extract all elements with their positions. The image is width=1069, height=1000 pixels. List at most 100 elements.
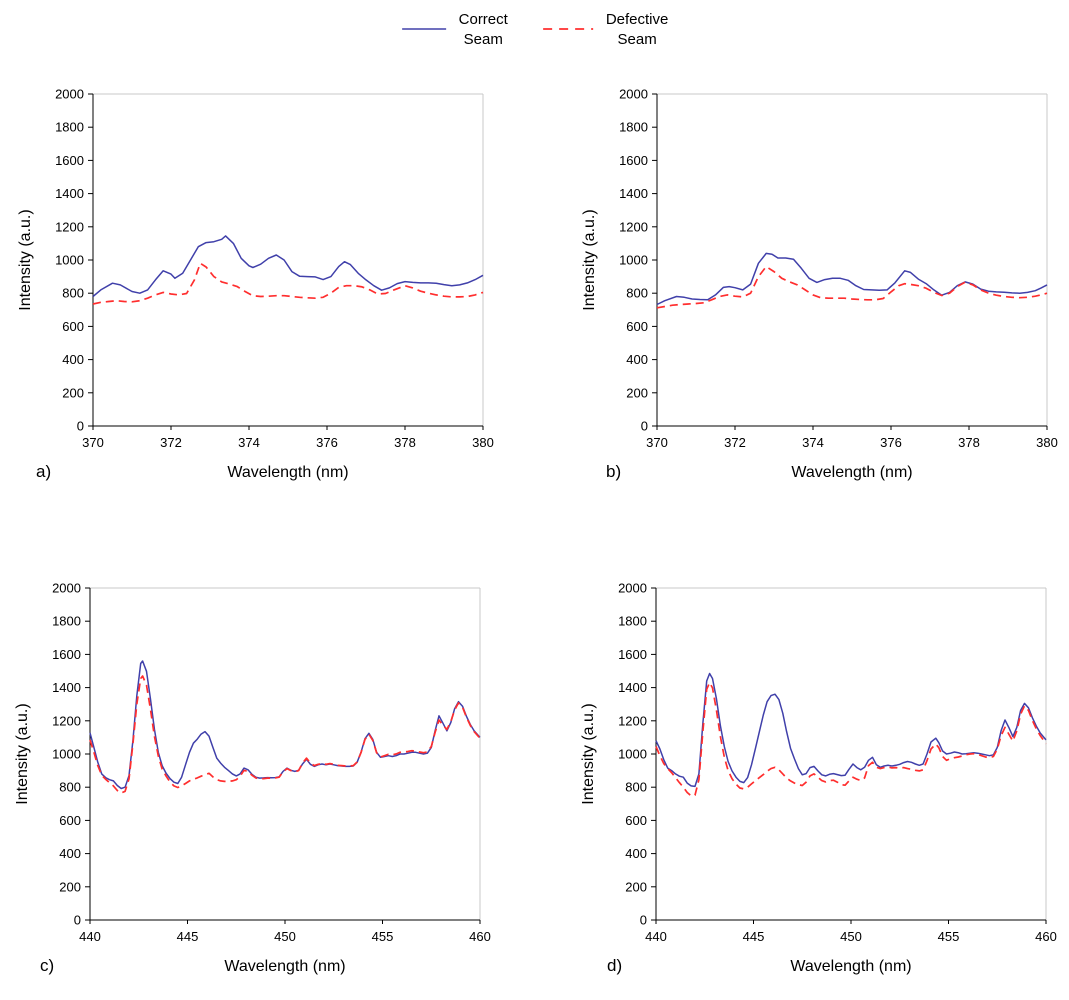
y-tick-label: 1600 xyxy=(619,153,648,168)
x-tick-label: 450 xyxy=(274,929,296,944)
chart-panel-a: 0 200 400 600 800 1000 1200 1400 1600 1800 2000 370… xyxy=(17,87,494,482)
chart-panel-b: 0 200 400 600 800 1000 1200 1400 1600 1800 2000 370… xyxy=(581,87,1058,482)
y-tick-label: 0 xyxy=(77,419,84,434)
x-tick-label: 455 xyxy=(938,929,960,944)
legend-label-defective-seam: Defective Seam xyxy=(606,10,669,50)
legend-label-correct-seam: Correct Seam xyxy=(459,10,508,50)
x-tick-label: 370 xyxy=(646,435,668,450)
y-tick-label: 2000 xyxy=(55,87,84,102)
y-tick-label: 1600 xyxy=(52,647,81,662)
series-line-correct-seam xyxy=(656,252,1048,306)
series-line-defective-seam xyxy=(656,265,1048,309)
y-tick-label: 1800 xyxy=(619,120,648,135)
y-tick-label: 1200 xyxy=(55,219,84,234)
y-tick-label: 1000 xyxy=(55,253,84,268)
y-tick-label: 200 xyxy=(62,385,84,400)
x-tick-label: 372 xyxy=(724,435,746,450)
series-line-correct-seam xyxy=(655,672,1047,788)
y-tick-label: 0 xyxy=(641,419,648,434)
y-tick-label: 400 xyxy=(59,846,81,861)
y-tick-label: 200 xyxy=(625,879,647,894)
y-tick-label: 800 xyxy=(625,780,647,795)
y-tick-label: 200 xyxy=(59,879,81,894)
series-line-defective-seam xyxy=(92,262,484,305)
y-tick-label: 400 xyxy=(625,846,647,861)
y-tick-label: 400 xyxy=(62,352,84,367)
y-tick-label: 1800 xyxy=(52,614,81,629)
series-line-defective-seam xyxy=(89,675,481,794)
x-tick-label: 370 xyxy=(82,435,104,450)
x-axis-title: Wavelength (nm) xyxy=(227,464,348,481)
y-tick-label: 1400 xyxy=(55,186,84,201)
series-line-defective-seam xyxy=(655,681,1047,797)
y-tick-label: 1600 xyxy=(618,647,647,662)
x-axis-title: Wavelength (nm) xyxy=(224,958,345,975)
y-tick-label: 1200 xyxy=(52,713,81,728)
chart-panel-c: 0 200 400 600 800 1000 1200 1400 1600 1800 2000 440… xyxy=(14,581,491,976)
x-tick-label: 376 xyxy=(316,435,338,450)
y-tick-label: 400 xyxy=(626,352,648,367)
y-tick-label: 600 xyxy=(625,813,647,828)
y-axis-title: Intensity (a.u.) xyxy=(14,703,31,804)
y-tick-label: 600 xyxy=(62,319,84,334)
y-tick-label: 2000 xyxy=(52,581,81,596)
correct-seam-line-sample-icon xyxy=(401,28,446,30)
series-line-correct-seam xyxy=(89,660,481,790)
y-tick-label: 1800 xyxy=(55,120,84,135)
y-tick-label: 600 xyxy=(59,813,81,828)
y-tick-label: 1000 xyxy=(618,747,647,762)
y-tick-label: 1400 xyxy=(619,186,648,201)
chart-panel-d: 0 200 400 600 800 1000 1200 1400 1600 1800 2000 440… xyxy=(580,581,1057,976)
y-tick-label: 800 xyxy=(626,286,648,301)
x-tick-label: 450 xyxy=(840,929,862,944)
y-tick-label: 1200 xyxy=(619,219,648,234)
x-tick-label: 378 xyxy=(958,435,980,450)
legend-text-defective: Defective xyxy=(605,11,669,28)
y-tick-label: 200 xyxy=(626,385,648,400)
x-tick-label: 374 xyxy=(238,435,260,450)
y-axis-title: Intensity (a.u.) xyxy=(17,209,34,310)
x-tick-label: 440 xyxy=(79,929,101,944)
panel-label-c: c) xyxy=(40,956,55,975)
y-tick-label: 1600 xyxy=(55,153,84,168)
x-tick-label: 460 xyxy=(1035,929,1057,944)
panel-label-b: b) xyxy=(606,462,622,481)
y-tick-label: 1200 xyxy=(618,713,647,728)
y-axis-title: Intensity (a.u.) xyxy=(581,209,598,310)
x-tick-label: 455 xyxy=(372,929,394,944)
legend-text-correct-seam: Seam xyxy=(463,31,503,48)
y-tick-label: 1800 xyxy=(618,614,647,629)
legend-text-defective-seam: Seam xyxy=(617,31,657,48)
x-axis-title: Wavelength (nm) xyxy=(791,464,912,481)
x-tick-label: 440 xyxy=(645,929,667,944)
x-tick-label: 378 xyxy=(394,435,416,450)
y-tick-label: 2000 xyxy=(619,87,648,102)
y-tick-label: 800 xyxy=(62,286,84,301)
legend-item-correct-seam: Correct Seam xyxy=(401,10,508,50)
y-axis-title: Intensity (a.u.) xyxy=(580,703,597,804)
x-tick-label: 374 xyxy=(802,435,824,450)
y-tick-label: 1000 xyxy=(52,747,81,762)
y-tick-label: 2000 xyxy=(618,581,647,596)
defective-seam-dashed-line-sample-icon xyxy=(542,28,593,30)
y-tick-label: 0 xyxy=(74,913,81,928)
x-tick-label: 460 xyxy=(469,929,491,944)
y-tick-label: 1400 xyxy=(618,680,647,695)
x-tick-label: 372 xyxy=(160,435,182,450)
x-tick-label: 376 xyxy=(880,435,902,450)
series-line-correct-seam xyxy=(92,235,484,298)
y-tick-label: 1400 xyxy=(52,680,81,695)
legend: Correct Seam Defective Seam xyxy=(401,10,669,50)
legend-text-correct: Correct xyxy=(458,11,508,28)
panel-label-d: d) xyxy=(607,956,623,975)
x-tick-label: 380 xyxy=(1036,435,1058,450)
x-tick-label: 380 xyxy=(472,435,494,450)
y-tick-label: 800 xyxy=(59,780,81,795)
x-tick-label: 445 xyxy=(177,929,199,944)
x-axis-title: Wavelength (nm) xyxy=(790,958,911,975)
legend-item-defective-seam: Defective Seam xyxy=(542,10,669,50)
y-tick-label: 600 xyxy=(626,319,648,334)
y-tick-label: 1000 xyxy=(619,253,648,268)
panel-label-a: a) xyxy=(36,462,52,481)
